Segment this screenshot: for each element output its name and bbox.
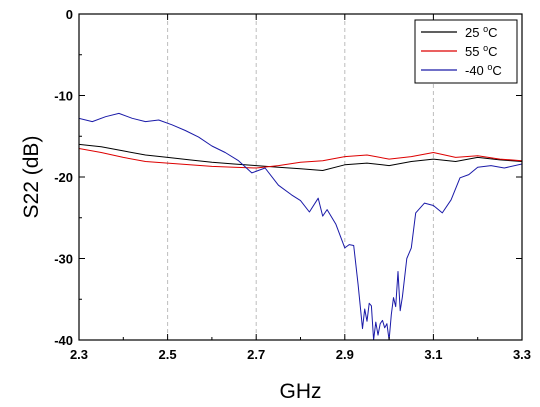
axis-ticks [78, 13, 523, 341]
x-tick-label: 2.7 [247, 347, 265, 362]
y-tick-label: -40 [54, 333, 73, 348]
series-line-2 [79, 112, 522, 340]
x-tick-label: 2.3 [70, 347, 88, 362]
x-tick-label: 2.9 [336, 347, 354, 362]
legend-entry: -40 oC [465, 62, 502, 78]
x-tick-label: 3.3 [513, 347, 531, 362]
y-tick-label: -10 [54, 89, 73, 104]
y-tick-label: -30 [54, 252, 73, 267]
series-line-0 [79, 143, 522, 171]
tick-labels: 2.3 2.5 2.7 2.9 3.1 3.3 0 -10 -20 -30 -40 [54, 7, 531, 362]
legend: 25 oC 55 oC -40 oC [414, 19, 518, 84]
legend-entry: 55 oC [465, 43, 497, 59]
x-tick-label: 3.1 [424, 347, 442, 362]
legend-entry: 25 oC [465, 24, 497, 40]
series-layer [79, 112, 522, 340]
x-axis-label: GHz [280, 380, 322, 403]
y-axis-label: S22 (dB) [20, 136, 43, 219]
series-line-1 [79, 148, 522, 169]
grid-lines [167, 14, 434, 340]
y-tick-label: -20 [54, 170, 73, 185]
x-tick-label: 2.5 [159, 347, 177, 362]
y-tick-label: 0 [66, 7, 73, 22]
